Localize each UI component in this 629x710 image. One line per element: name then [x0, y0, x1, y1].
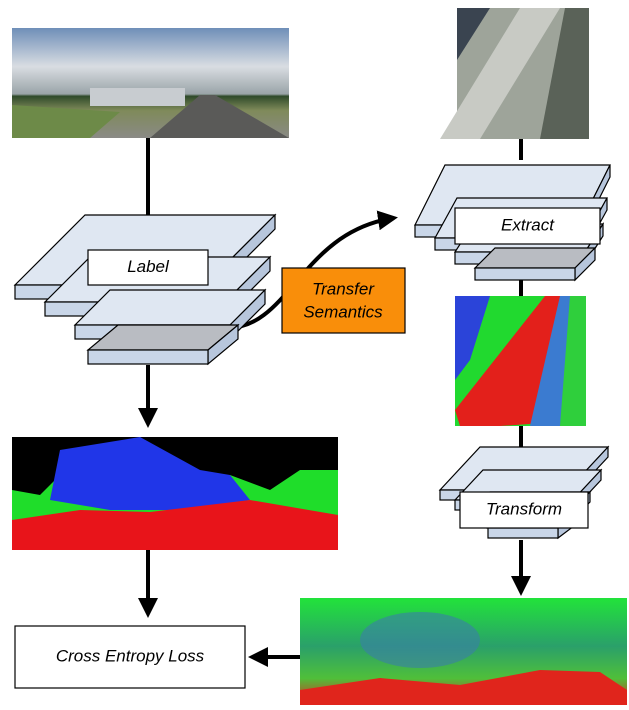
aerial-photo	[440, 8, 589, 139]
segmentation-map	[455, 296, 586, 426]
node-label: Semantics	[303, 302, 383, 321]
layer-box	[454, 207, 601, 245]
output-map	[300, 598, 627, 705]
node-label: Cross Entropy Loss	[56, 646, 205, 665]
layer-box	[459, 491, 589, 529]
street-photo	[12, 28, 289, 138]
loss-box	[14, 625, 246, 689]
node-label: Transform	[486, 499, 562, 518]
transfer-box	[281, 267, 406, 334]
slab-front	[474, 267, 576, 281]
slab-front	[487, 527, 559, 539]
node-label: Extract	[501, 215, 555, 234]
layer-box	[87, 249, 209, 286]
slab-top	[473, 247, 597, 269]
node-label: Transfer	[312, 279, 375, 298]
node-label: Label	[127, 257, 170, 276]
slab-front	[87, 349, 209, 365]
label-map	[12, 437, 338, 550]
network-stacks: Label Extract Transform	[13, 164, 611, 540]
